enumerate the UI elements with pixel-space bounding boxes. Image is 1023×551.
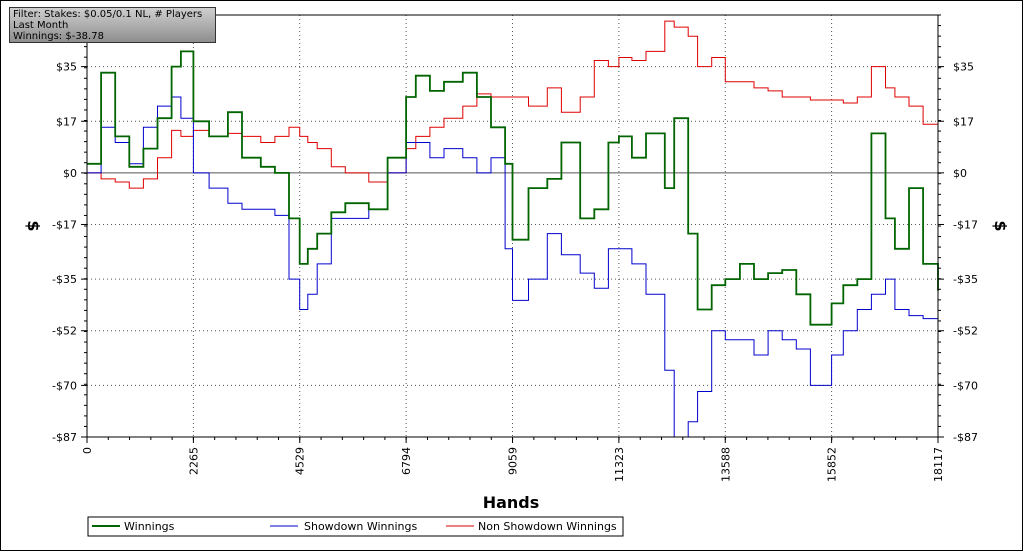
- x-tick-label: 11323: [613, 447, 626, 482]
- series-layer: [87, 20, 939, 438]
- y-tick-label-left: -$70: [52, 379, 77, 392]
- x-tick-label: 4529: [294, 447, 307, 475]
- filter-info-box: Filter: Stakes: $0.05/0.1 NL, # Players …: [9, 7, 216, 43]
- y-tick-label-right: -$87: [953, 431, 978, 444]
- x-tick-label: 2265: [187, 447, 200, 475]
- series-line-winnings: [87, 50, 939, 326]
- y-tick-label-left: $17: [56, 115, 77, 128]
- series-line-showdown: [87, 96, 939, 438]
- y-tick-label-right: -$70: [953, 379, 978, 392]
- legend-box: [87, 516, 624, 537]
- x-tick-label: 9059: [507, 447, 520, 475]
- y-tick-label-left: -$17: [52, 218, 77, 231]
- tick-labels-layer: 0 2265 4529 6794 9059 11323 13588 15852 18117 $35…: [52, 61, 978, 482]
- y-tick-label-left: -$87: [52, 431, 77, 444]
- x-tick-label: 18117: [932, 447, 945, 482]
- y-tick-label-right: $0: [953, 167, 967, 180]
- legend: Winnings Showdown Winnings Non Showdown …: [87, 516, 624, 537]
- legend-label-showdown: Showdown Winnings: [304, 520, 418, 533]
- x-axis-title: Hands: [483, 493, 540, 512]
- ticks-layer: [81, 14, 944, 443]
- x-tick-label: 6794: [400, 447, 413, 475]
- y-tick-label-left: $35: [56, 61, 77, 74]
- y-tick-label-right: -$17: [953, 218, 978, 231]
- y-tick-label-left: -$52: [52, 325, 77, 338]
- legend-label-non-showdown: Non Showdown Winnings: [478, 520, 617, 533]
- x-tick-label: 15852: [826, 447, 839, 482]
- y-tick-label-right: -$52: [953, 325, 978, 338]
- filter-line-period: Last Month: [13, 20, 69, 31]
- y-axis-title-right: $: [991, 220, 1010, 231]
- filter-line-winnings: Winnings: $-38.78: [13, 31, 104, 42]
- y-tick-label-right: $17: [953, 115, 974, 128]
- y-tick-label-right: -$35: [953, 273, 978, 286]
- y-tick-label-left: $0: [63, 167, 77, 180]
- y-tick-label-left: -$35: [52, 273, 77, 286]
- filter-line-stakes: Filter: Stakes: $0.05/0.1 NL, # Players: [13, 9, 203, 20]
- y-axis-title-left: $: [24, 220, 43, 231]
- x-tick-label: 13588: [719, 447, 732, 482]
- y-tick-label-right: $35: [953, 61, 974, 74]
- x-tick-label: 0: [81, 447, 94, 454]
- legend-label-winnings: Winnings: [124, 520, 175, 533]
